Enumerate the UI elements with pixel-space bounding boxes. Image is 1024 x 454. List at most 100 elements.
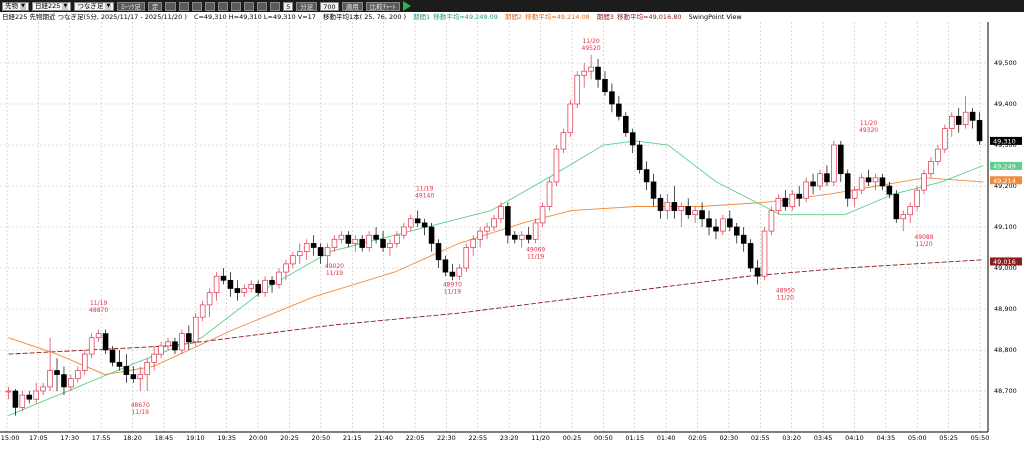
candle-body <box>685 206 691 216</box>
time-tick-label: 04:10 <box>845 434 864 442</box>
candle-body <box>567 103 574 134</box>
candle-body <box>116 361 123 367</box>
ohlc-readout: C=49,310 H=49,310 L=49,310 V=17 <box>193 13 316 21</box>
market-select[interactable]: 先物 ▼ <box>2 1 29 11</box>
price-tick-label: 48,700 <box>994 387 1017 395</box>
ma-mid-line <box>8 177 984 376</box>
candle-body <box>276 271 282 285</box>
tool-button-7[interactable] <box>243 1 254 11</box>
candle-body <box>297 251 303 257</box>
candle-body <box>747 243 754 269</box>
chart-grid <box>0 22 988 432</box>
swing-label: 11/19 <box>416 185 433 192</box>
mode-select[interactable]: つなぎ足 ▼ <box>74 1 115 11</box>
compare-chart-button[interactable]: 比較ﾁｬｰﾄ <box>365 1 400 11</box>
candle-body <box>789 193 796 207</box>
candle-body <box>796 193 802 199</box>
candle-body <box>844 173 851 199</box>
candle-body <box>81 353 88 371</box>
candle-body <box>727 218 733 228</box>
candle-body <box>75 370 81 380</box>
chevron-down-icon[interactable]: ▼ <box>105 2 112 10</box>
swing-label: 49069 <box>526 246 545 253</box>
candle-body <box>595 66 601 80</box>
swing-label: 49320 <box>859 127 878 134</box>
candle-body <box>532 222 539 240</box>
price-tick-label: 49,200 <box>994 182 1017 190</box>
interval-input[interactable]: 5 <box>283 1 294 11</box>
tool-button-9[interactable] <box>270 1 281 11</box>
symbol-select[interactable]: 日経225 ▼ <box>32 1 72 11</box>
candle-body <box>158 345 164 355</box>
candle-body <box>387 243 393 248</box>
tool-button-5[interactable] <box>217 1 228 11</box>
candle-body <box>886 185 893 195</box>
candle-body <box>525 234 532 240</box>
time-tick-label: 21:15 <box>343 434 362 442</box>
candle-body <box>928 161 934 175</box>
tool-button-1[interactable] <box>165 1 176 11</box>
time-tick-label: 05:00 <box>908 434 927 442</box>
candle-body <box>879 177 886 187</box>
candle-body <box>95 333 102 339</box>
candle-body <box>650 181 657 199</box>
candle-body <box>380 238 386 248</box>
candle-body <box>851 189 858 199</box>
swing-label: 49088 <box>914 234 933 241</box>
swing-label: 48970 <box>443 281 462 288</box>
chevron-down-icon[interactable]: ▼ <box>62 2 69 10</box>
candle-body <box>33 390 39 400</box>
candle-body <box>234 288 241 293</box>
candle-body <box>186 333 192 343</box>
candle-body <box>872 177 879 183</box>
price-flag-label: 49,016 <box>993 258 1016 266</box>
tool-button-4[interactable] <box>204 1 215 11</box>
candle-body <box>671 202 678 211</box>
price-tick-label: 48,900 <box>994 305 1017 313</box>
price-flag-label: 49,310 <box>993 137 1016 145</box>
ma1-value: 移動平均=49,249.09 <box>433 13 498 21</box>
tool-button-2[interactable] <box>178 1 189 11</box>
candle-body <box>664 202 671 211</box>
candle-body <box>921 173 927 191</box>
time-tick-label: 17:55 <box>92 434 111 442</box>
candle-body <box>54 370 60 375</box>
play-icon[interactable] <box>402 1 411 11</box>
candle-body <box>40 386 46 392</box>
chart-type-button[interactable]: ﾛｰｿｸ足 <box>117 1 145 11</box>
time-tick-label: 20:50 <box>312 434 331 442</box>
candle-body <box>720 218 726 232</box>
swing-label: 49520 <box>582 45 601 52</box>
candle-body <box>5 390 12 393</box>
chevron-down-icon[interactable]: ▼ <box>20 2 26 10</box>
apply-button[interactable]: 適用 <box>341 1 363 11</box>
tool-button-6[interactable] <box>230 1 241 11</box>
candle-body <box>505 206 511 236</box>
candle-body <box>227 279 234 289</box>
tool-button-3[interactable] <box>191 1 202 11</box>
candle-body <box>130 374 137 380</box>
fixed-button[interactable]: 定 <box>147 1 163 11</box>
bars-input[interactable]: 700 <box>320 1 339 11</box>
candle-body <box>192 316 199 343</box>
price-axis-bg <box>988 22 1024 454</box>
time-tick-label: 05:25 <box>939 434 958 442</box>
candle-body <box>976 120 983 142</box>
candle-body <box>68 378 74 388</box>
time-tick-label: 22:55 <box>468 434 487 442</box>
candle-body <box>19 394 26 408</box>
price-tick-label: 49,100 <box>994 223 1017 231</box>
tool-button-8[interactable] <box>256 1 268 11</box>
candle-body <box>574 74 581 105</box>
swing-label: 11/19 <box>132 409 149 416</box>
candle-body <box>754 267 761 277</box>
candle-body <box>331 238 338 248</box>
candle-body <box>588 66 594 72</box>
candle-body <box>831 144 837 183</box>
candle-body <box>706 218 712 228</box>
candle-body <box>338 234 345 240</box>
time-axis: 8 15:00 17:05 17:30 17:55 18:20 18:45 19:10 19:… <box>0 431 989 442</box>
time-tick-label: 00:25 <box>563 434 582 442</box>
interval-unit-button[interactable]: 分足 <box>296 1 318 11</box>
candle-body <box>553 148 560 183</box>
